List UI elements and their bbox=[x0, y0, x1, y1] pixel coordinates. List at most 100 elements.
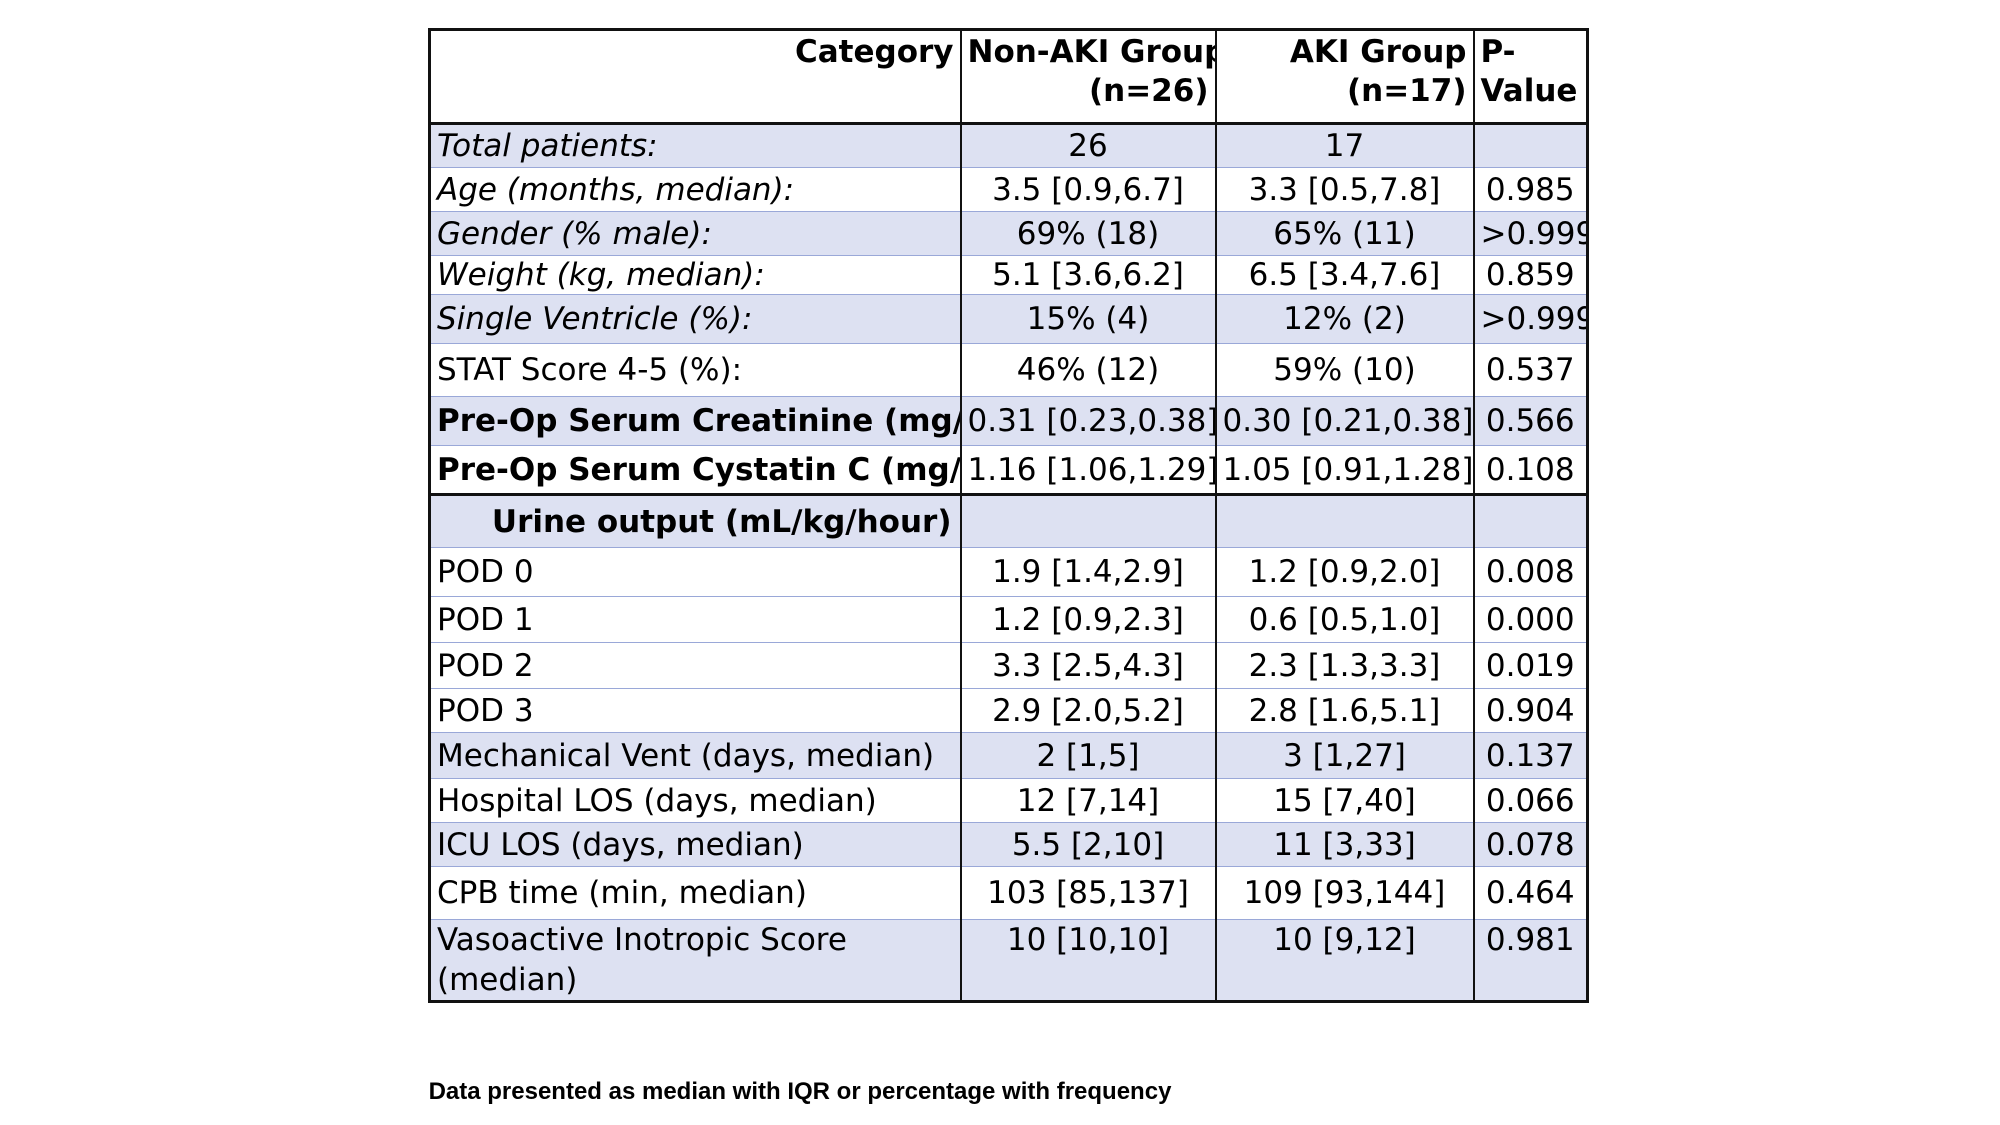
summary-table: Category Non-AKI Group (n=26) AKI Group … bbox=[428, 28, 1589, 1003]
header-non-aki-count: (n=26) bbox=[1088, 73, 1209, 109]
header-p-value-line2: Value bbox=[1480, 73, 1578, 109]
non-aki-value: 2.9 [2.0,5.2] bbox=[960, 688, 1217, 733]
table-row: Pre-Op Serum Cystatin C (mg/L) 1.16 [1.06… bbox=[429, 445, 1588, 495]
row-label: CPB time (min, median) bbox=[429, 866, 962, 920]
table-row: Vasoactive Inotropic Score (median) 10 [1… bbox=[429, 919, 1588, 1002]
row-label: Vasoactive Inotropic Score (median) bbox=[429, 919, 962, 1002]
non-aki-value: 46% (12) bbox=[960, 343, 1217, 397]
header-p-value: P- Value bbox=[1473, 29, 1588, 125]
row-label: Hospital LOS (days, median) bbox=[429, 778, 962, 823]
non-aki-value: 1.9 [1.4,2.9] bbox=[960, 547, 1217, 597]
table-row: Urine output (mL/kg/hour) bbox=[429, 493, 1588, 548]
row-label: Gender (% male): bbox=[429, 211, 962, 256]
p-value bbox=[1473, 493, 1588, 548]
table-row: Hospital LOS (days, median) 12 [7,14] 15 [… bbox=[429, 778, 1588, 823]
p-value: 0.904 bbox=[1473, 688, 1588, 733]
table-row: POD 2 3.3 [2.5,4.3] 2.3 [1.3,3.3] 0.019 bbox=[429, 642, 1588, 689]
p-value: >0.999 bbox=[1473, 211, 1588, 256]
non-aki-value: 5.5 [2,10] bbox=[960, 822, 1217, 867]
p-value bbox=[1473, 123, 1588, 168]
p-value: 0.137 bbox=[1473, 732, 1588, 779]
header-p-value-line1: P- bbox=[1480, 34, 1516, 70]
table-row: Gender (% male): 69% (18) 65% (11) >0.999 bbox=[429, 211, 1588, 256]
table-row: Pre-Op Serum Creatinine (mg/dL)0.31 [0.2… bbox=[429, 396, 1588, 446]
aki-value: 59% (10) bbox=[1215, 343, 1475, 397]
aki-value: 1.2 [0.9,2.0] bbox=[1215, 547, 1475, 597]
row-label: Weight (kg, median): bbox=[429, 255, 962, 295]
table-body: Total patients: 26 17 Age (months, median):… bbox=[429, 123, 1588, 1002]
non-aki-value: 15% (4) bbox=[960, 294, 1217, 344]
table-row: POD 1 1.2 [0.9,2.3] 0.6 [0.5,1.0] 0.000 bbox=[429, 596, 1588, 643]
header-non-aki: Non-AKI Group (n=26) bbox=[960, 29, 1217, 125]
row-label: Total patients: bbox=[429, 123, 962, 168]
table-row: STAT Score 4-5 (%): 46% (12) 59% (10) 0.537 bbox=[429, 343, 1588, 397]
p-value: 0.859 bbox=[1473, 255, 1588, 295]
header-aki-title: AKI Group bbox=[1289, 34, 1467, 70]
p-value: 0.464 bbox=[1473, 866, 1588, 920]
aki-value: 3 [1,27] bbox=[1215, 732, 1475, 779]
table-row: Weight (kg, median): 5.1 [3.6,6.2] 6.5 [3.… bbox=[429, 255, 1588, 295]
aki-value: 11 [3,33] bbox=[1215, 822, 1475, 867]
p-value: 0.537 bbox=[1473, 343, 1588, 397]
non-aki-value: 12 [7,14] bbox=[960, 778, 1217, 823]
p-value: 0.108 bbox=[1473, 445, 1588, 495]
p-value: 0.566 bbox=[1473, 396, 1588, 446]
row-label: POD 1 bbox=[429, 596, 962, 643]
table-row: CPB time (min, median) 103 [85,137] 109 [9… bbox=[429, 866, 1588, 920]
aki-value: 0.6 [0.5,1.0] bbox=[1215, 596, 1475, 643]
p-value: 0.981 bbox=[1473, 919, 1588, 1002]
p-value: 0.000 bbox=[1473, 596, 1588, 643]
header-non-aki-title: Non-AKI Group bbox=[967, 34, 1216, 70]
table-row: Age (months, median): 3.5 [0.9,6.7] 3.3 [0… bbox=[429, 167, 1588, 212]
p-value: >0.999 bbox=[1473, 294, 1588, 344]
non-aki-value: 2 [1,5] bbox=[960, 732, 1217, 779]
row-label: POD 3 bbox=[429, 688, 962, 733]
header-aki-count: (n=17) bbox=[1346, 73, 1467, 109]
aki-value: 17 bbox=[1215, 123, 1475, 168]
row-label: Age (months, median): bbox=[429, 167, 962, 212]
table-row: Total patients: 26 17 bbox=[429, 123, 1588, 168]
p-value: 0.066 bbox=[1473, 778, 1588, 823]
header-category: Category bbox=[429, 29, 962, 125]
non-aki-value: 3.3 [2.5,4.3] bbox=[960, 642, 1217, 689]
aki-value: 15 [7,40] bbox=[1215, 778, 1475, 823]
non-aki-value: 1.16 [1.06,1.29] bbox=[960, 445, 1217, 495]
non-aki-value: 5.1 [3.6,6.2] bbox=[960, 255, 1217, 295]
footnote: Data presented as median with IQR or per… bbox=[428, 1078, 1172, 1105]
table-row: POD 3 2.9 [2.0,5.2] 2.8 [1.6,5.1] 0.904 bbox=[429, 688, 1588, 733]
non-aki-value: 0.31 [0.23,0.38] bbox=[960, 396, 1217, 446]
aki-value: 0.30 [0.21,0.38] bbox=[1215, 396, 1475, 446]
row-label: Single Ventricle (%): bbox=[429, 294, 962, 344]
non-aki-value: 103 [85,137] bbox=[960, 866, 1217, 920]
aki-value: 3.3 [0.5,7.8] bbox=[1215, 167, 1475, 212]
non-aki-value: 1.2 [0.9,2.3] bbox=[960, 596, 1217, 643]
non-aki-value: 26 bbox=[960, 123, 1217, 168]
aki-value: 65% (11) bbox=[1215, 211, 1475, 256]
aki-value bbox=[1215, 493, 1475, 548]
p-value: 0.078 bbox=[1473, 822, 1588, 867]
aki-value: 6.5 [3.4,7.6] bbox=[1215, 255, 1475, 295]
non-aki-value: 3.5 [0.9,6.7] bbox=[960, 167, 1217, 212]
table-row: ICU LOS (days, median) 5.5 [2,10] 11 [3,33… bbox=[429, 822, 1588, 867]
table-row: Single Ventricle (%): 15% (4) 12% (2) >0.99… bbox=[429, 294, 1588, 344]
aki-value: 2.8 [1.6,5.1] bbox=[1215, 688, 1475, 733]
row-label: Urine output (mL/kg/hour) bbox=[429, 493, 962, 548]
aki-value: 109 [93,144] bbox=[1215, 866, 1475, 920]
header-category-label: Category bbox=[795, 34, 954, 70]
row-label: ICU LOS (days, median) bbox=[429, 822, 962, 867]
table-row: POD 0 1.9 [1.4,2.9] 1.2 [0.9,2.0] 0.008 bbox=[429, 547, 1588, 597]
row-label: POD 2 bbox=[429, 642, 962, 689]
row-label: Mechanical Vent (days, median) bbox=[429, 732, 962, 779]
non-aki-value: 10 [10,10] bbox=[960, 919, 1217, 1002]
aki-value: 10 [9,12] bbox=[1215, 919, 1475, 1002]
non-aki-value bbox=[960, 493, 1217, 548]
p-value: 0.019 bbox=[1473, 642, 1588, 689]
aki-value: 12% (2) bbox=[1215, 294, 1475, 344]
header-row: Category Non-AKI Group (n=26) AKI Group … bbox=[429, 29, 1588, 125]
p-value: 0.008 bbox=[1473, 547, 1588, 597]
row-label: Pre-Op Serum Creatinine (mg/dL) bbox=[429, 396, 962, 446]
row-label: STAT Score 4-5 (%): bbox=[429, 343, 962, 397]
non-aki-value: 69% (18) bbox=[960, 211, 1217, 256]
aki-value: 1.05 [0.91,1.28] bbox=[1215, 445, 1475, 495]
p-value: 0.985 bbox=[1473, 167, 1588, 212]
